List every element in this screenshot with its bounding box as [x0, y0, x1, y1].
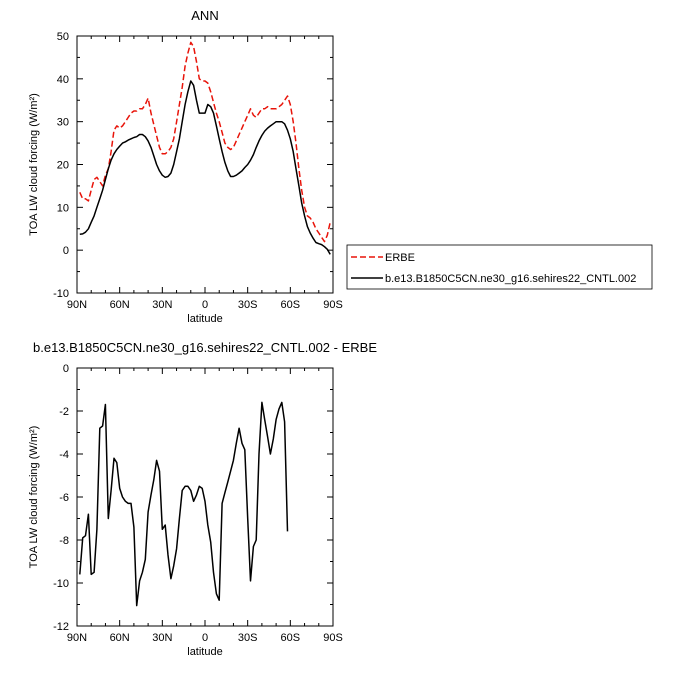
y-axis-title-1: TOA LW cloud forcing (W/m²): [28, 426, 40, 569]
y-tick-label-1: -2: [59, 406, 69, 418]
series-line-0-0: [79, 41, 331, 243]
x-tick-label-1: 30S: [238, 632, 258, 644]
x-tick-label-0: 30N: [152, 299, 172, 311]
y-tick-label-0: 50: [57, 31, 69, 43]
series-line-0-1: [79, 80, 331, 255]
y-tick-label-0: -10: [53, 288, 69, 300]
y-tick-label-1: 0: [63, 363, 69, 375]
y-tick-label-0: 30: [57, 117, 69, 129]
x-tick-label-1: 60N: [110, 632, 130, 644]
legend-box: [346, 244, 653, 290]
y-tick-label-0: 0: [63, 245, 69, 257]
plot-frame-1: [76, 367, 334, 627]
x-tick-label-0: 60N: [110, 299, 130, 311]
x-tick-label-0: 90S: [323, 299, 343, 311]
x-tick-label-1: 30N: [152, 632, 172, 644]
y-tick-label-1: -4: [59, 449, 69, 461]
x-axis-title-0: latitude: [187, 313, 222, 325]
legend-label-0: ERBE: [385, 252, 415, 264]
y-tick-label-1: -12: [53, 621, 69, 633]
x-tick-label-1: 60S: [281, 632, 301, 644]
y-tick-label-0: 20: [57, 160, 69, 172]
legend-label-1: b.e13.B1850C5CN.ne30_g16.sehires22_CNTL.…: [385, 273, 636, 285]
x-tick-label-0: 30S: [238, 299, 258, 311]
chart-title-0: ANN: [191, 8, 218, 23]
y-tick-label-0: 10: [57, 202, 69, 214]
x-axis-title-1: latitude: [187, 646, 222, 658]
x-tick-label-0: 90N: [67, 299, 87, 311]
x-tick-label-0: 0: [202, 299, 208, 311]
y-tick-label-1: -10: [53, 578, 69, 590]
y-tick-label-0: 40: [57, 74, 69, 86]
series-line-1-0: [79, 401, 289, 607]
x-tick-label-1: 90S: [323, 632, 343, 644]
y-tick-label-1: -8: [59, 535, 69, 547]
y-tick-label-1: -6: [59, 492, 69, 504]
x-tick-label-1: 0: [202, 632, 208, 644]
chart-title-1: b.e13.B1850C5CN.ne30_g16.sehires22_CNTL.…: [33, 340, 377, 355]
x-tick-label-1: 90N: [67, 632, 87, 644]
y-axis-title-0: TOA LW cloud forcing (W/m²): [28, 93, 40, 236]
x-tick-label-0: 60S: [281, 299, 301, 311]
